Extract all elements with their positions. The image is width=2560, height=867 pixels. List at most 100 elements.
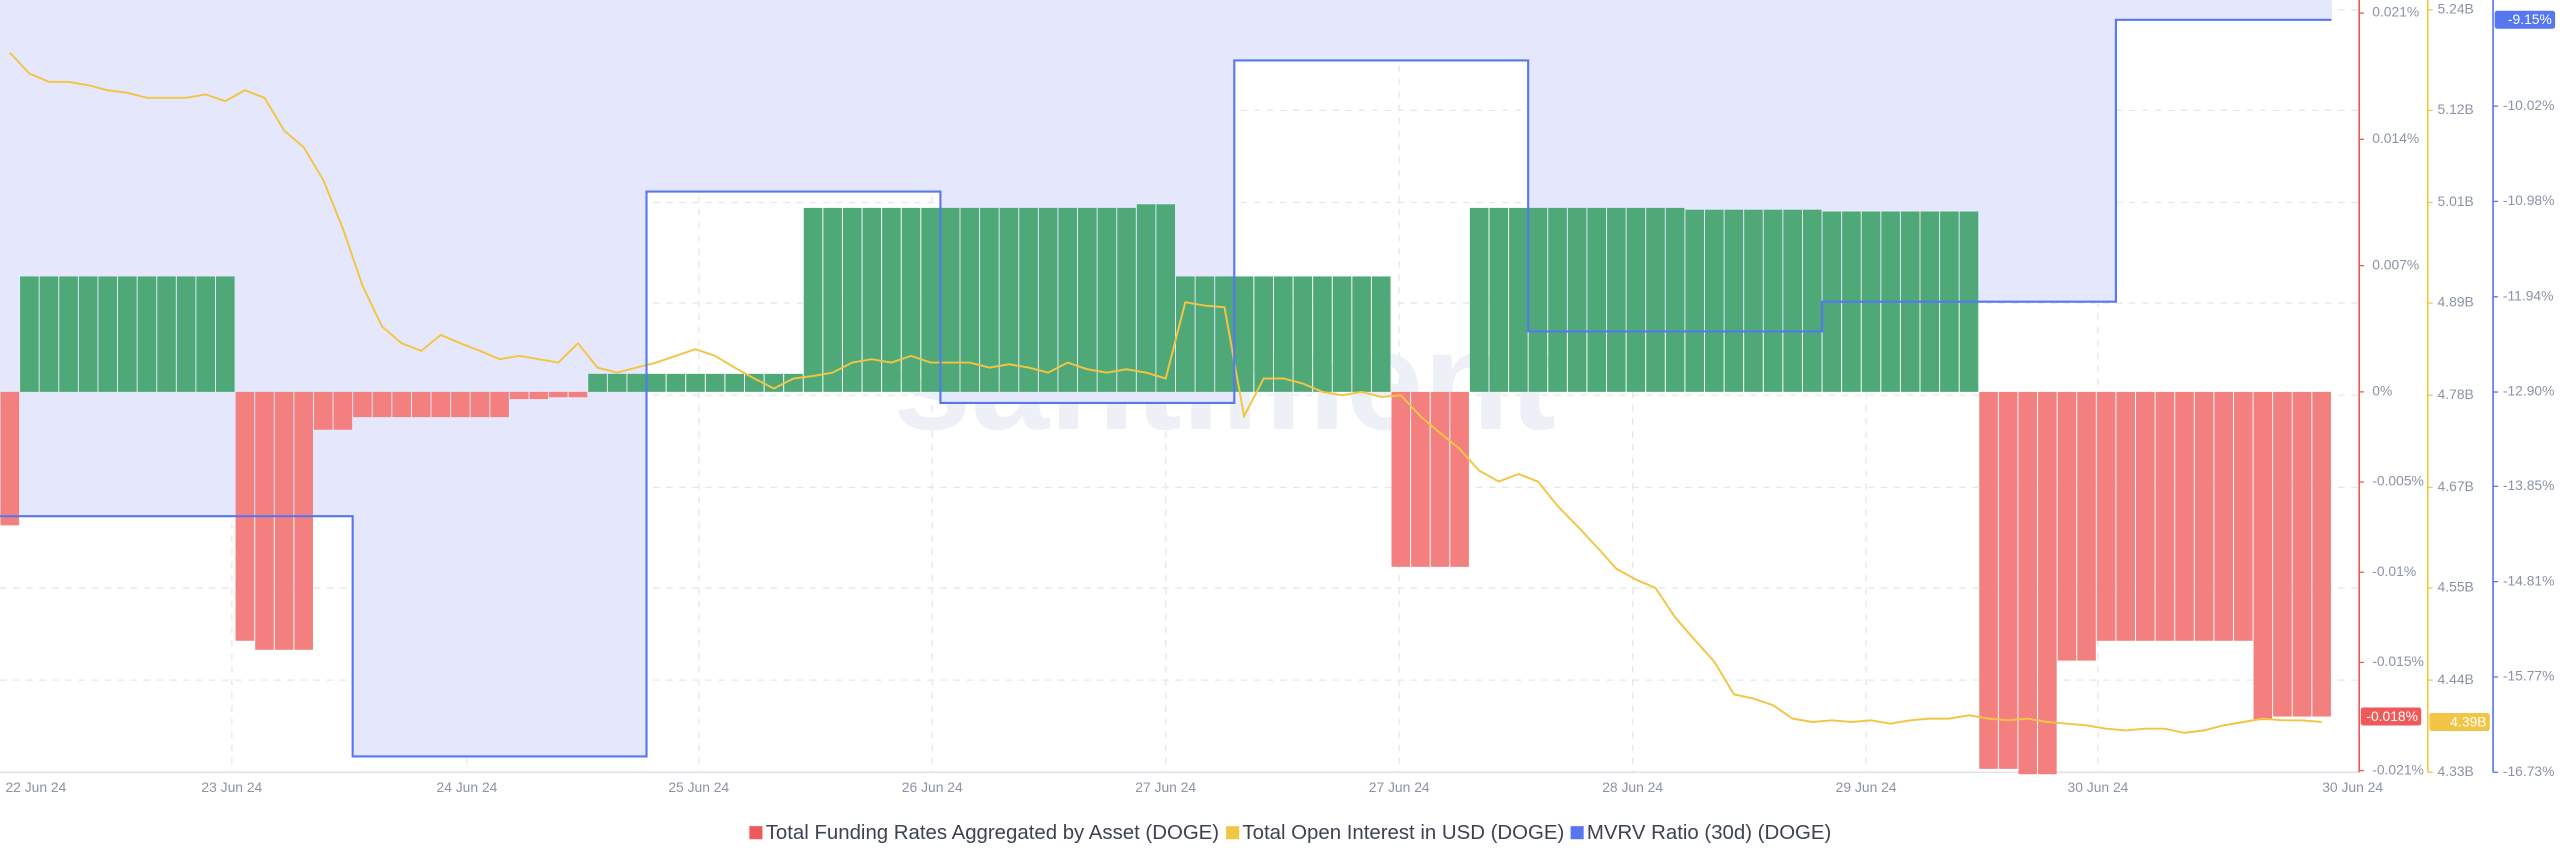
mvrv-area <box>724 0 745 192</box>
mvrv-area <box>1410 0 1431 61</box>
funding-bar <box>78 276 98 392</box>
funding-bar <box>509 391 529 400</box>
mvrv-area <box>2135 0 2156 20</box>
x-tick-label: 30 Jun 24 <box>2322 779 2383 795</box>
funding-bar <box>39 276 59 392</box>
x-tick-label: 26 Jun 24 <box>902 779 963 795</box>
mvrv-area <box>1430 0 1451 61</box>
mvrv-area <box>862 0 883 192</box>
axis-tick-label: 0.021% <box>2372 4 2419 20</box>
funding-bar <box>1019 207 1038 392</box>
mvrv-area <box>58 0 79 517</box>
axis-tick-label: 0.007% <box>2372 256 2419 272</box>
funding-bar <box>1371 276 1391 392</box>
mvrv-area <box>274 0 295 517</box>
mvrv-area <box>2037 0 2058 302</box>
mvrv-area <box>117 0 138 517</box>
axis-tick-label: 5.01B <box>2438 193 2474 209</box>
mvrv-area <box>97 0 119 517</box>
mvrv-area <box>391 0 412 757</box>
funding-bar <box>2194 391 2214 641</box>
funding-bar <box>725 373 744 392</box>
x-tick-label: 23 Jun 24 <box>201 779 262 795</box>
funding-bar <box>705 373 725 392</box>
mvrv-area <box>705 0 726 192</box>
mvrv-area <box>489 0 510 757</box>
current-value-badge <box>2429 713 2490 731</box>
mvrv-area <box>744 0 765 192</box>
mvrv-area <box>2272 0 2293 20</box>
mvrv-area <box>2076 0 2097 302</box>
funding-bar <box>2312 391 2331 717</box>
mvrv-area <box>881 0 902 192</box>
mvrv-area <box>920 0 941 192</box>
funding-bar <box>980 207 999 392</box>
funding-bar <box>2273 391 2292 717</box>
legend-swatch <box>1226 826 1240 840</box>
axis-tick-label: -10.02% <box>2503 97 2555 113</box>
axis-tick-label: -0.005% <box>2372 473 2424 489</box>
x-tick-label: 30 Jun 24 <box>2068 779 2129 795</box>
open-interest-line <box>9 51 2322 734</box>
funding-bar <box>294 391 313 650</box>
mvrv-area <box>333 0 354 517</box>
axis-tick-label: -0.015% <box>2372 653 2424 669</box>
funding-bar <box>1195 276 1215 392</box>
mvrv-area <box>2213 0 2234 20</box>
mvrv-area <box>2311 0 2332 20</box>
current-value-label: -0.018% <box>2366 708 2418 724</box>
mvrv-area <box>1253 0 1274 61</box>
funding-bar <box>2038 391 2057 775</box>
funding-bar <box>1665 207 1685 392</box>
mvrv-area <box>2233 0 2254 20</box>
x-tick-label: 27 Jun 24 <box>1369 779 1430 795</box>
axis-tick-label: 4.78B <box>2438 386 2474 402</box>
funding-bar <box>1117 207 1136 392</box>
funding-bar <box>568 391 588 398</box>
current-value-label: -9.15% <box>2508 11 2552 27</box>
mvrv-area <box>78 0 99 517</box>
mvrv-area <box>2017 0 2039 302</box>
funding-bar <box>1391 391 1411 567</box>
axis-tick-label: 4.55B <box>2438 579 2474 595</box>
funding-bar <box>529 391 549 400</box>
x-tick-label: 29 Jun 24 <box>1836 779 1897 795</box>
axis-tick-label: 4.67B <box>2438 478 2474 494</box>
axis-tick-label: -12.90% <box>2503 383 2555 399</box>
funding-bar <box>470 391 490 418</box>
funding-bar <box>196 276 216 392</box>
funding-bar <box>1332 276 1352 392</box>
mvrv-area <box>1351 0 1372 61</box>
mvrv-area <box>548 0 569 757</box>
funding-bar <box>1704 209 1724 392</box>
mvrv-area <box>2174 0 2195 20</box>
funding-bar <box>549 391 568 398</box>
funding-bar <box>490 391 509 418</box>
funding-bar <box>1254 276 1273 392</box>
funding-bar <box>353 391 372 418</box>
legend-label: Total Open Interest in USD (DOGE) <box>1242 822 1564 844</box>
funding-bar <box>2096 391 2116 641</box>
funding-bar <box>1528 207 1548 392</box>
funding-bar <box>313 391 333 430</box>
funding-bar <box>588 373 607 392</box>
funding-bar <box>1489 207 1509 392</box>
funding-bar <box>1626 207 1646 392</box>
axis-tick-label: 5.12B <box>2438 101 2474 117</box>
mvrv-area <box>1449 0 1470 61</box>
funding-bar <box>1802 209 1822 392</box>
mvrv-area <box>156 0 177 517</box>
funding-bar <box>176 276 196 392</box>
x-tick-label: 22 Jun 24 <box>5 779 66 795</box>
current-value-label: 4.39B <box>2450 713 2486 729</box>
axis-tick-label: 4.89B <box>2438 294 2474 310</box>
mvrv-area <box>431 0 452 757</box>
legend-swatch <box>749 826 763 840</box>
mvrv-area <box>1332 0 1353 61</box>
funding-bar <box>2057 391 2077 661</box>
mvrv-area <box>509 0 530 757</box>
x-tick-label: 28 Jun 24 <box>1602 779 1663 795</box>
funding-bar <box>1763 209 1783 392</box>
mvrv-area <box>2292 0 2313 20</box>
